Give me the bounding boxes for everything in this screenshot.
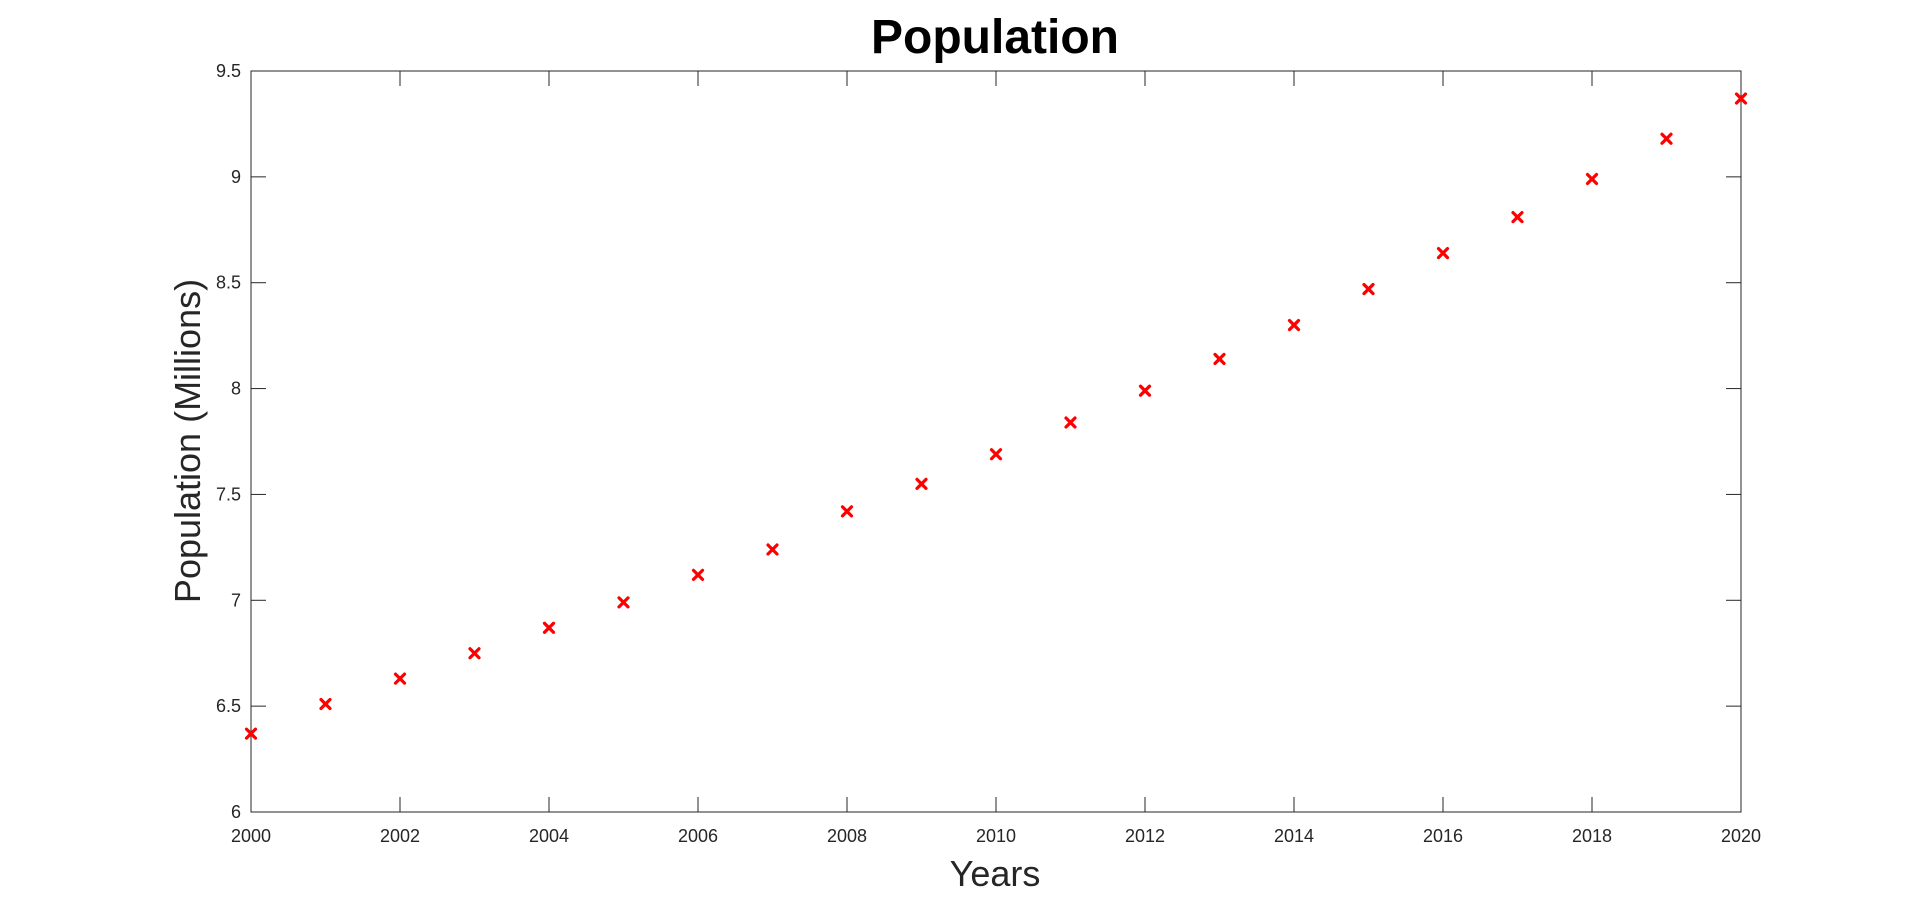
plot-area <box>250 70 1742 813</box>
data-markers <box>244 92 1748 740</box>
data-point <box>691 568 705 581</box>
y-tick-label: 8 <box>231 379 241 399</box>
x-tick-label: 2016 <box>1423 826 1463 846</box>
y-tick-label: 6 <box>231 802 241 822</box>
data-point <box>1362 282 1375 296</box>
data-point <box>1660 132 1673 145</box>
x-tick-label: 2010 <box>976 826 1016 846</box>
y-tick-label: 9 <box>231 167 241 187</box>
y-tick-label: 9.5 <box>216 61 241 81</box>
y-tick-label: 7.5 <box>216 484 241 504</box>
data-point <box>1287 318 1301 332</box>
x-axis-ticks <box>250 71 1742 812</box>
x-tick-label: 2000 <box>231 826 271 846</box>
data-point <box>468 647 481 660</box>
data-point <box>542 621 556 634</box>
data-point <box>617 596 630 609</box>
y-tick-label: 7 <box>231 590 241 610</box>
x-tick-label: 2014 <box>1274 826 1314 846</box>
y-axis-tick-labels: 6 6.5 7 7.5 8 8.5 9 9.5 <box>216 61 241 822</box>
y-axis-ticks <box>251 70 1741 813</box>
y-tick-label: 8.5 <box>216 273 241 293</box>
y-axis-label: Population (Millions) <box>167 279 208 603</box>
x-tick-label: 2002 <box>380 826 420 846</box>
data-point <box>840 505 854 518</box>
x-tick-label: 2020 <box>1721 826 1761 846</box>
x-tick-label: 2004 <box>529 826 569 846</box>
x-axis-label: Years <box>950 853 1041 894</box>
x-tick-label: 2018 <box>1572 826 1612 846</box>
data-point <box>1436 246 1450 260</box>
data-point <box>393 672 407 685</box>
data-point <box>915 477 928 490</box>
data-point <box>1138 384 1152 397</box>
data-point <box>1213 352 1226 366</box>
data-point <box>1734 92 1748 105</box>
x-tick-label: 2008 <box>827 826 867 846</box>
data-point <box>1064 416 1077 429</box>
data-point <box>766 543 779 556</box>
chart-title: Population <box>871 11 1119 64</box>
data-point <box>244 727 258 740</box>
data-point <box>1511 210 1524 224</box>
data-point <box>319 697 332 711</box>
data-point <box>989 448 1003 461</box>
x-tick-label: 2012 <box>1125 826 1165 846</box>
x-axis-tick-labels: 2000 2002 2004 2006 2008 2010 2012 2014 2016 2018… <box>231 826 1761 846</box>
x-tick-label: 2006 <box>678 826 718 846</box>
data-point <box>1585 172 1599 186</box>
y-tick-label: 6.5 <box>216 696 241 716</box>
